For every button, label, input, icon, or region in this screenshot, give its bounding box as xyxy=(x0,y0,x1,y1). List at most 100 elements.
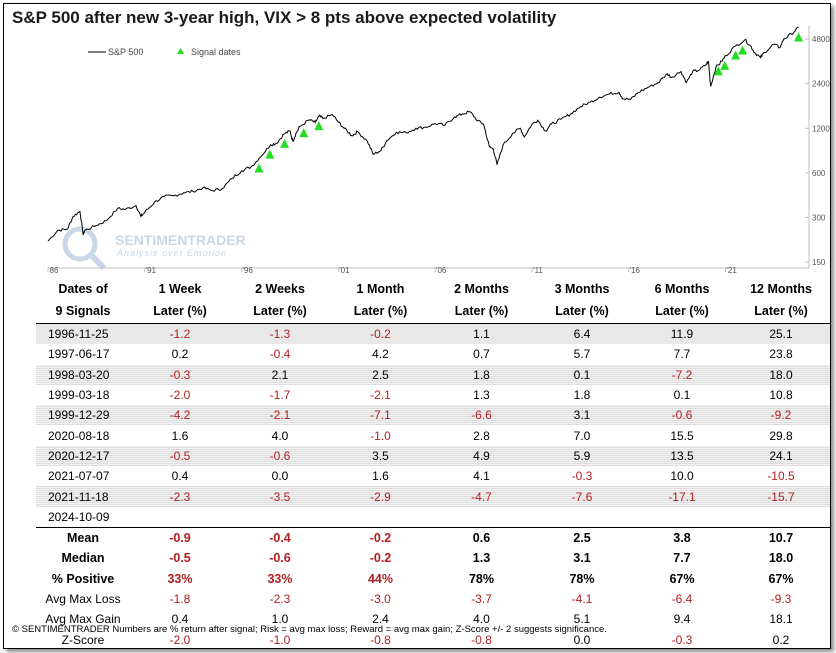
signal-marker xyxy=(314,121,324,131)
summary-value: -0.2 xyxy=(369,551,392,566)
col-header-line2: 9 Signals xyxy=(36,301,130,324)
watermark-text: SENTIMENTRADER xyxy=(115,232,246,248)
summary-label: Avg Max Gain xyxy=(45,612,121,627)
signal-date: 1998-03-20 xyxy=(36,364,130,385)
signal-marker xyxy=(254,163,264,173)
return-cell: -2.0 xyxy=(169,388,191,403)
summary-value: 1.3 xyxy=(472,551,491,566)
return-cell: 3.1 xyxy=(532,405,632,426)
summary-value: -3.0 xyxy=(370,592,391,606)
signal-returns-table: Dates of 1 Week 2 Weeks 1 Month 2 Months 3 Mo… xyxy=(36,279,830,650)
summary-value: 2.4 xyxy=(372,612,389,627)
signal-date: 2021-07-07 xyxy=(48,469,110,484)
col-header-line1: 3 Months xyxy=(554,282,610,296)
signal-marker xyxy=(299,128,309,138)
x-axis: 86 '91 '96 '01 '06 '11 '16 '21 xyxy=(47,266,809,275)
summary-value: -0.5 xyxy=(169,551,191,566)
col-header-line1: 1 Week xyxy=(158,282,202,296)
summary-value: 7.7 xyxy=(673,551,691,566)
table-row: 1998-03-20 -0.3 2.1 2.5 1.8 0.1 -7.2 18.0 xyxy=(36,364,830,385)
summary-value: 33% xyxy=(267,571,293,586)
summary-value: -0.4 xyxy=(230,526,330,549)
return-cell: -1.2 xyxy=(130,323,230,345)
table-row: 1999-12-29 -4.2 -2.1 -7.1 -6.6 3.1 -0.6 -9.2 xyxy=(36,405,830,426)
summary-row: % Positive 33% 33% 44% 78% 78% 67% 67% xyxy=(36,569,830,589)
y-tick-label: 4800 xyxy=(812,35,830,44)
return-cell: 7.0 xyxy=(573,428,591,443)
col-header-line1: 1 Month xyxy=(356,282,405,296)
x-tick-label: '16 xyxy=(630,266,641,275)
summary-label: Mean xyxy=(36,526,130,549)
return-cell: 24.1 xyxy=(732,445,830,467)
summary-label: Z-Score xyxy=(61,632,105,647)
summary-value: -0.3 xyxy=(671,632,693,647)
x-tick-label: '91 xyxy=(146,266,157,275)
return-cell: 7.7 xyxy=(673,347,691,362)
return-cell xyxy=(632,507,732,528)
signal-markers xyxy=(254,32,804,173)
summary-value: -0.8 xyxy=(370,632,391,647)
summary-row: Z-Score -2.0 -1.0 -0.8 -0.8 0.0 -0.3 0.2 xyxy=(36,629,830,649)
legend-label-signals: Signal dates xyxy=(191,47,241,57)
chart-legend: S&P 500 Signal dates xyxy=(88,47,241,57)
summary-value: -4.1 xyxy=(571,592,593,606)
return-cell: 2.1 xyxy=(230,364,330,385)
summary-row: Avg Max Gain 0.4 1.0 2.4 4.0 5.1 9.4 18.1 xyxy=(36,609,830,629)
col-header-line2: Later (%) xyxy=(532,301,632,324)
return-cell: 4.2 xyxy=(372,347,389,362)
return-cell: 11.9 xyxy=(632,323,732,345)
return-cell: -7.2 xyxy=(632,364,732,385)
col-header-line1: 6 Months xyxy=(654,282,710,296)
return-cell: -4.7 xyxy=(431,486,532,507)
col-header-line1: 12 Months xyxy=(750,282,812,296)
watermark-subtext: Analysis over Emotion xyxy=(116,248,227,258)
summary-value: -0.6 xyxy=(269,551,291,566)
signal-marker xyxy=(731,50,741,60)
return-cell: 15.5 xyxy=(670,428,694,443)
y-tick-label: 300 xyxy=(812,213,826,222)
return-cell: 0.7 xyxy=(473,347,490,362)
return-cell: -0.4 xyxy=(269,347,291,362)
return-cell: -0.2 xyxy=(330,323,431,345)
signal-date: 2021-11-18 xyxy=(36,486,130,507)
x-tick-label: '21 xyxy=(726,266,737,275)
return-cell: 10.8 xyxy=(769,388,793,403)
summary-value: -6.4 xyxy=(671,592,693,606)
signal-date: 2020-08-18 xyxy=(48,428,110,443)
return-cell: -3.5 xyxy=(230,486,330,507)
table-row: 2021-11-18 -2.3 -3.5 -2.9 -4.7 -7.6 -17.1 -15.7 xyxy=(36,486,830,507)
summary-value: 78% xyxy=(569,571,595,586)
summary-value: 0.4 xyxy=(171,612,189,627)
return-cell: 1.1 xyxy=(431,323,532,345)
summary-value: 18.0 xyxy=(768,551,794,566)
return-cell xyxy=(732,507,830,528)
return-cell: 2.8 xyxy=(473,428,490,443)
col-header-line1: 2 Weeks xyxy=(255,282,305,296)
summary-row: Median -0.5 -0.6 -0.2 1.3 3.1 7.7 18.0 xyxy=(36,548,830,568)
return-cell: 13.5 xyxy=(632,445,732,467)
page-title: S&P 500 after new 3-year high, VIX > 8 p… xyxy=(12,8,557,27)
summary-value: 10.7 xyxy=(732,526,830,549)
return-cell: -2.1 xyxy=(370,388,391,403)
return-cell: -0.3 xyxy=(571,469,593,484)
summary-value: -0.9 xyxy=(130,526,230,549)
return-cell xyxy=(330,507,431,528)
summary-value: 0.6 xyxy=(431,526,532,549)
signal-date: 1996-11-25 xyxy=(36,323,130,345)
return-cell: 25.1 xyxy=(732,323,830,345)
x-tick-label: '06 xyxy=(436,266,447,275)
summary-value: 4.0 xyxy=(473,612,490,627)
x-tick-label: 86 xyxy=(50,266,59,275)
col-header-line2: Later (%) xyxy=(732,301,830,324)
return-cell: 0.0 xyxy=(271,469,289,484)
return-cell: 6.4 xyxy=(532,323,632,345)
summary-value: -0.2 xyxy=(330,526,431,549)
summary-value: -2.3 xyxy=(269,592,291,606)
return-cell: -9.2 xyxy=(732,405,830,426)
return-cell: -2.1 xyxy=(230,405,330,426)
summary-value: 5.1 xyxy=(573,612,591,627)
signal-date: 1999-03-18 xyxy=(48,388,110,403)
return-cell: -4.2 xyxy=(130,405,230,426)
return-cell: 4.1 xyxy=(473,469,490,484)
